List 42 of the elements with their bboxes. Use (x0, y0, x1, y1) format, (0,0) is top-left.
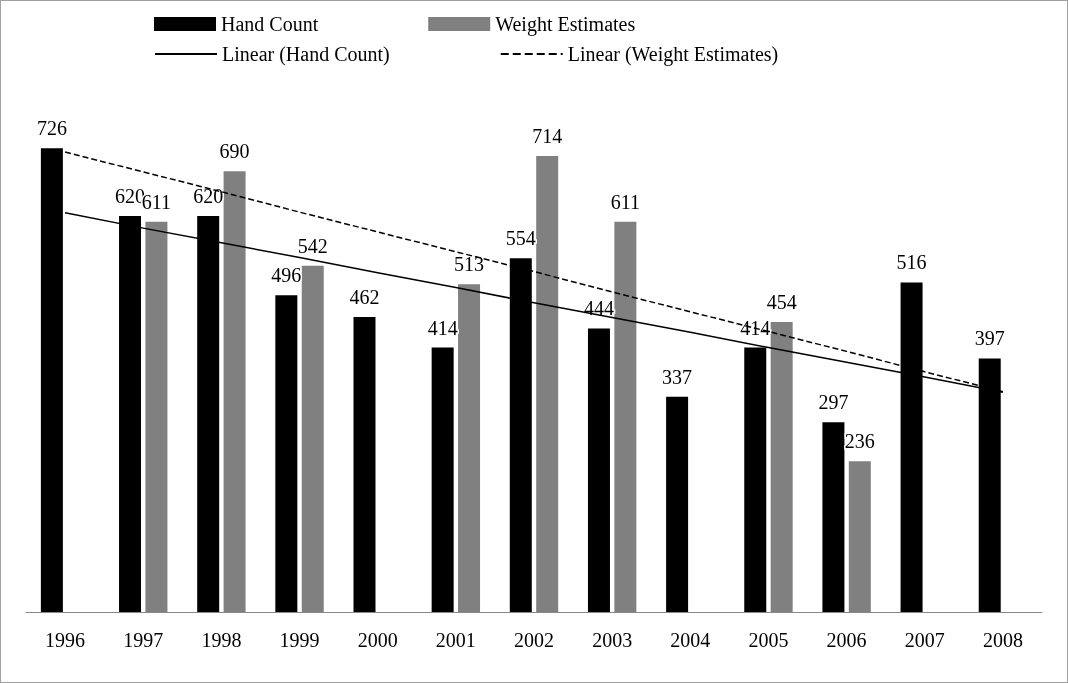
data-label: 454 (766, 291, 797, 314)
data-label: 496 (271, 264, 302, 287)
bar (822, 422, 845, 612)
x-tick-label: 2002 (514, 629, 554, 651)
legend-label: Linear (Hand Count) (222, 43, 390, 66)
data-label: 444 (583, 297, 614, 320)
bar (275, 295, 298, 612)
x-tick-label: 1996 (45, 629, 86, 651)
bar (587, 328, 610, 612)
x-tick-label: 2005 (748, 629, 789, 651)
bar (353, 316, 376, 612)
x-tick-label: 2003 (592, 629, 633, 651)
data-label: 714 (532, 124, 563, 147)
data-label: 513 (454, 253, 485, 276)
x-tick-label: 2004 (670, 629, 711, 651)
bar (431, 347, 454, 612)
data-label: 297 (818, 391, 849, 414)
data-label: 542 (297, 234, 328, 257)
data-label: 554 (505, 227, 536, 250)
x-tick-label: 2006 (826, 629, 867, 651)
bar (666, 396, 689, 612)
x-tick-label: 2000 (357, 629, 398, 651)
data-label: 690 (219, 140, 250, 163)
legend-label: Linear (Weight Estimates) (567, 43, 779, 66)
data-label: 620 (193, 184, 224, 207)
data-label: 611 (610, 190, 640, 213)
data-label: 726 (36, 117, 67, 140)
x-tick-label: 1999 (279, 629, 320, 651)
x-tick-label: 2001 (435, 629, 476, 651)
x-tick-label: 2008 (982, 629, 1023, 651)
data-label: 414 (427, 316, 458, 339)
bar (40, 148, 63, 612)
data-label: 462 (349, 285, 380, 308)
data-label: 236 (844, 430, 875, 453)
legend-label: Hand Count (221, 13, 319, 35)
x-tick-label: 1998 (201, 629, 242, 651)
legend-label: Weight Estimates (495, 13, 636, 36)
data-label: 516 (896, 251, 927, 274)
x-tick-label: 2007 (904, 629, 945, 651)
x-tick-label: 1997 (123, 629, 164, 651)
data-label: 337 (662, 365, 693, 388)
data-label: 397 (974, 327, 1005, 350)
